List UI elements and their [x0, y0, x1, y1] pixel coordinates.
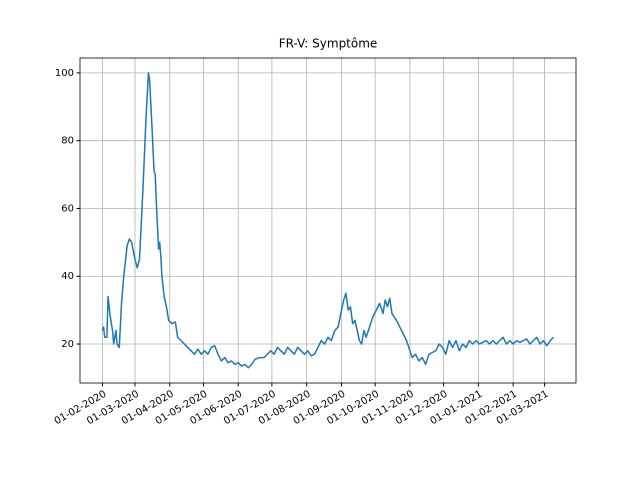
y-tick-label: 100	[55, 68, 74, 79]
y-tick-label: 80	[61, 136, 74, 147]
data-line	[101, 72, 555, 369]
plot-frame	[79, 57, 577, 384]
y-tick-label: 40	[61, 271, 74, 282]
y-tick-label: 60	[61, 203, 74, 214]
y-tick-label: 20	[61, 339, 74, 350]
chart-title: FR-V: Symptôme	[279, 37, 378, 51]
